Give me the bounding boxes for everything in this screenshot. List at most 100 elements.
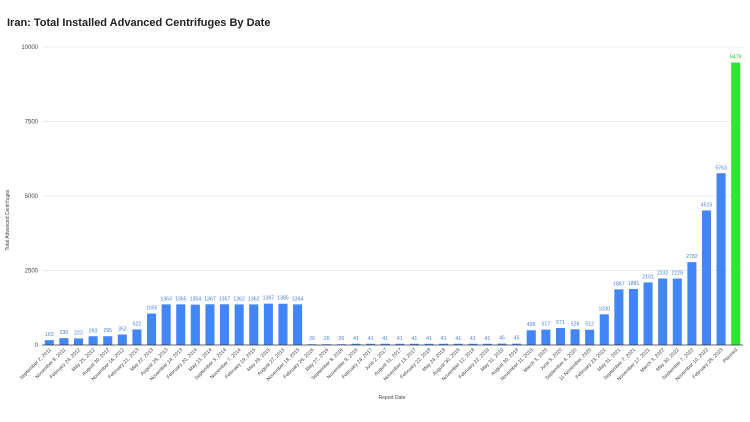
data-label: 41: [412, 336, 418, 342]
data-label: 512: [585, 322, 594, 328]
data-label: 41: [485, 336, 491, 342]
data-label: 2228: [672, 271, 684, 277]
bars: [44, 62, 741, 346]
data-label: 1867: [613, 281, 625, 287]
bar: [249, 304, 259, 345]
bar: [497, 343, 507, 345]
y-tick-label: 2500: [25, 269, 39, 275]
data-label: 41: [470, 336, 476, 342]
bar: [263, 303, 273, 345]
bar: [234, 304, 244, 345]
y-axis-ticks: 0 2500 5000 7500 10000: [21, 45, 38, 349]
data-label: 5763: [715, 165, 727, 171]
bar: [351, 343, 361, 345]
bar: [117, 334, 127, 345]
bar: [205, 304, 215, 345]
data-label: 1364: [292, 296, 304, 302]
bar: [59, 338, 69, 345]
bar: [468, 343, 478, 345]
bar: [541, 329, 551, 345]
y-tick-label: 5000: [25, 194, 39, 200]
data-label: 41: [426, 336, 432, 342]
x-tick-label: Planned: [722, 347, 739, 364]
gridlines: [42, 46, 743, 271]
data-label: 293: [89, 328, 98, 334]
bar: [190, 304, 200, 345]
x-axis-label: Report Date: [379, 395, 406, 401]
data-label: 517: [542, 322, 551, 328]
y-tick-label: 10000: [21, 45, 38, 51]
bar: [439, 343, 449, 345]
bar: [395, 343, 405, 345]
data-label: 1881: [628, 281, 640, 287]
bar: [628, 288, 638, 345]
bar: [73, 338, 84, 345]
bar: [278, 303, 288, 345]
data-label: 26: [324, 336, 330, 342]
data-label: 45: [514, 336, 520, 342]
y-tick-label: 7500: [25, 120, 39, 126]
data-label: 495: [527, 322, 536, 328]
bar: [512, 343, 522, 345]
data-label: 26: [309, 336, 315, 342]
data-label: 1367: [204, 296, 216, 302]
bar: [88, 336, 98, 345]
bar: [409, 343, 419, 345]
data-label: 230: [60, 330, 69, 336]
bar: [687, 262, 697, 345]
chart-title: Iran: Total Installed Advanced Centrifug…: [7, 17, 271, 29]
data-label: 2232: [657, 270, 669, 276]
y-tick-label: 0: [35, 343, 39, 349]
data-label: 1030: [598, 306, 610, 312]
data-label: 1354: [190, 297, 202, 303]
data-label: 1365: [175, 296, 187, 302]
bar: [614, 289, 624, 345]
data-label: 9479: [730, 55, 742, 61]
bar: [672, 278, 682, 345]
data-label: 1387: [263, 296, 275, 302]
data-label: 1362: [233, 296, 245, 302]
bar: [599, 314, 609, 345]
data-label: 45: [499, 336, 505, 342]
bar: [380, 343, 390, 345]
data-label: 4515: [701, 202, 713, 208]
data-label: 41: [368, 336, 374, 342]
data-label: 222: [74, 330, 83, 336]
bar: [453, 343, 463, 345]
bar: [731, 62, 741, 346]
data-label: 41: [441, 336, 447, 342]
bar: [44, 340, 54, 345]
data-label: 1055: [146, 306, 158, 312]
data-label: 1385: [277, 296, 289, 302]
bar: [176, 304, 186, 345]
bar: [585, 329, 595, 345]
data-label: 2101: [642, 274, 654, 280]
data-label: 163: [45, 332, 54, 338]
data-label: 1363: [160, 296, 172, 302]
bar: [220, 304, 230, 345]
bar: [366, 343, 376, 345]
data-label: 522: [133, 321, 142, 327]
bar: [293, 304, 303, 345]
bar: [424, 343, 434, 345]
data-label: 2782: [686, 254, 698, 260]
data-label: 571: [556, 320, 565, 326]
data-label: 41: [397, 336, 403, 342]
data-label: 41: [382, 336, 388, 342]
bar: [555, 327, 565, 345]
y-axis-label: Total Advanced Centrifuges: [5, 189, 11, 250]
data-label: 295: [103, 328, 112, 334]
bar: [701, 210, 712, 345]
bar: [570, 329, 580, 345]
bar: [658, 278, 668, 345]
data-label: 1362: [248, 296, 260, 302]
bar: [526, 330, 536, 345]
bar: [132, 329, 142, 345]
bar: [716, 173, 726, 345]
bar: [147, 313, 157, 345]
data-label: 352: [118, 327, 127, 333]
data-label: 41: [455, 336, 461, 342]
